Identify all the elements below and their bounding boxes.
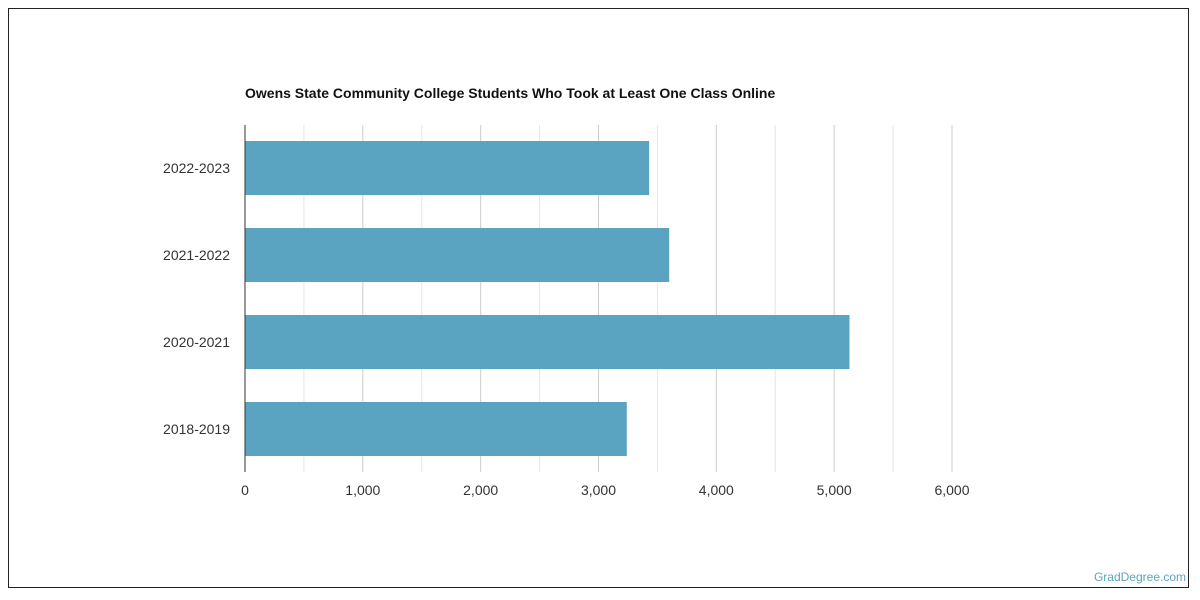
category-label: 2018-2019 [163, 421, 230, 437]
x-tick-label: 6,000 [934, 482, 969, 498]
chart-title: Owens State Community College Students W… [245, 85, 776, 101]
category-label: 2020-2021 [163, 334, 230, 350]
x-tick-label: 0 [241, 482, 249, 498]
bar-2018-2019 [245, 402, 627, 456]
x-tick-label: 1,000 [345, 482, 380, 498]
category-label: 2021-2022 [163, 247, 230, 263]
bar-2020-2021 [245, 315, 850, 369]
x-tick-label: 4,000 [699, 482, 734, 498]
bar-2021-2022 [245, 228, 670, 282]
credit-link[interactable]: GradDegree.com [1093, 570, 1186, 584]
x-tick-label: 3,000 [581, 482, 616, 498]
x-tick-label: 2,000 [463, 482, 498, 498]
bar-2022-2023 [245, 141, 650, 195]
x-tick-label: 5,000 [817, 482, 852, 498]
category-label: 2022-2023 [163, 160, 230, 176]
